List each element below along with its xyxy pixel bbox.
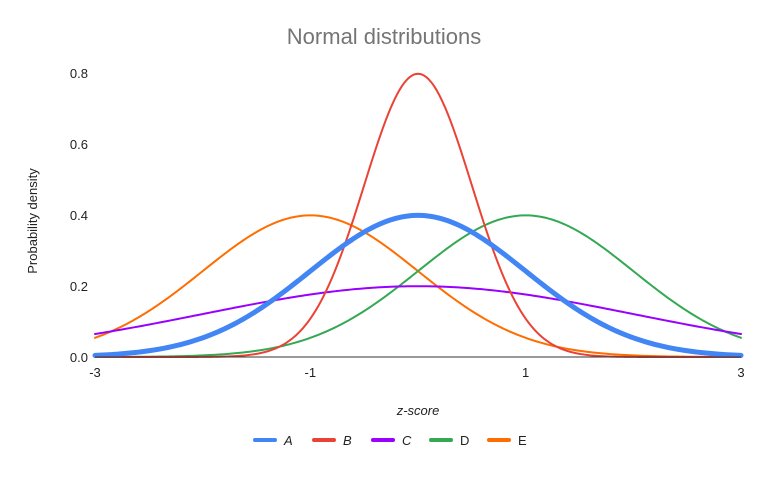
legend-label: D (460, 433, 469, 448)
legend-label: E (518, 433, 527, 448)
legend-label: C (402, 433, 412, 448)
legend-label: A (283, 433, 293, 448)
series-line-a (92, 212, 744, 358)
legend-item-a: A (253, 433, 293, 448)
x-tick-label: -3 (89, 365, 101, 380)
y-tick-label: 0.0 (70, 350, 88, 365)
series-line-c (94, 285, 742, 336)
x-axis-label: z-score (396, 403, 440, 418)
x-tick-label: 3 (737, 365, 744, 380)
y-tick-label: 0.8 (70, 66, 88, 81)
x-axis-ticks: -3 -1 1 3 (89, 365, 744, 380)
y-tick-label: 0.2 (70, 279, 88, 294)
chart-title: Normal distributions (287, 24, 481, 49)
y-axis-ticks: 0.0 0.2 0.4 0.6 0.8 (70, 66, 88, 365)
legend-item-c: C (371, 433, 412, 448)
series-line-d (94, 214, 742, 358)
y-tick-label: 0.4 (70, 208, 88, 223)
y-tick-label: 0.6 (70, 137, 88, 152)
legend-item-b: B (312, 433, 352, 448)
y-axis-label: Probability density (25, 168, 40, 274)
legend: A B C D E (253, 433, 527, 448)
x-tick-label: 1 (522, 365, 529, 380)
legend-item-e: E (487, 433, 527, 448)
x-tick-label: -1 (305, 365, 317, 380)
plot-lines (92, 72, 744, 358)
legend-label: B (343, 433, 352, 448)
legend-item-d: D (429, 433, 469, 448)
